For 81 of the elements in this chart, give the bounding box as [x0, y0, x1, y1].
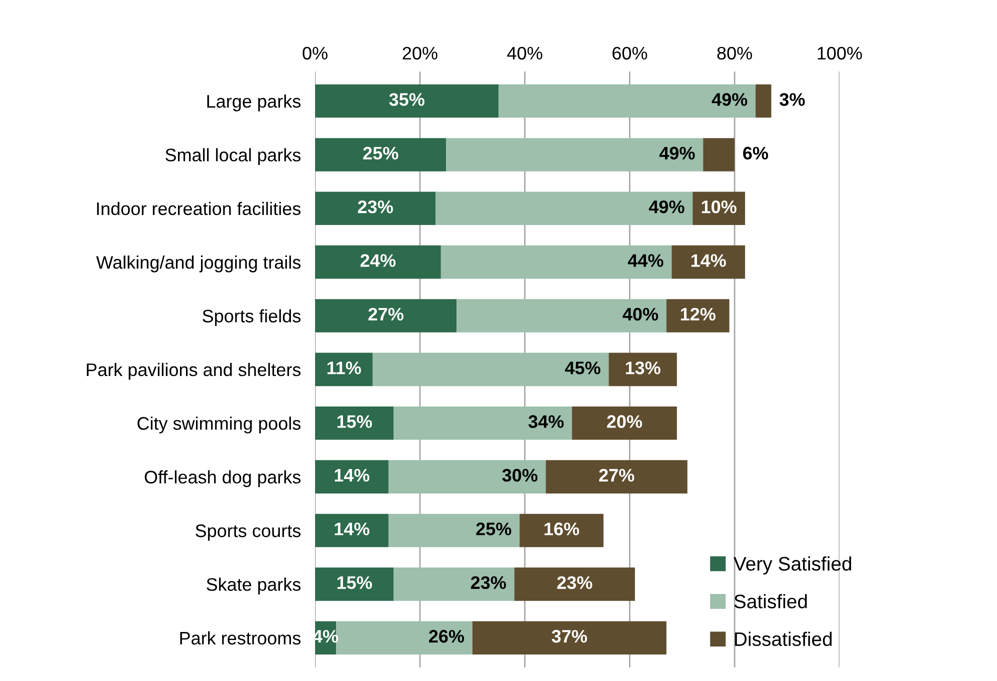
- x-tick-label: 20%: [402, 46, 438, 60]
- y-tick-label: Small local parks: [166, 148, 301, 165]
- data-label: 6%: [743, 146, 768, 160]
- y-tick-label: Sports fields: [202, 309, 301, 326]
- x-tick-label: 100%: [818, 46, 862, 60]
- data-label: 14%: [334, 468, 370, 482]
- bar: [315, 514, 388, 548]
- y-tick-label: Skate parks: [206, 578, 301, 594]
- bar: [520, 514, 604, 548]
- y-tick-label: Large parks: [207, 94, 301, 112]
- data-label: 13%: [626, 362, 660, 374]
- legend-label: Dissatisfied: [735, 632, 832, 646]
- data-label: 27%: [368, 308, 404, 321]
- data-label: 14%: [691, 254, 726, 267]
- bar: [394, 568, 514, 601]
- y-tick-label: Park pavilions and shelters: [86, 362, 301, 380]
- data-label: 15%: [337, 576, 372, 590]
- bar: [315, 192, 436, 226]
- bar: [572, 406, 677, 440]
- data-label: 14%: [334, 522, 370, 536]
- x-tick-label: 60%: [612, 46, 648, 60]
- bar: [372, 352, 609, 386]
- data-label: 49%: [712, 93, 748, 106]
- data-label: 12%: [680, 308, 716, 321]
- bar: [315, 460, 388, 494]
- legend-label: Satisfied: [734, 594, 807, 608]
- data-label: 15%: [337, 415, 372, 428]
- bar: [388, 460, 546, 494]
- y-tick-label: Walking/and jogging trails: [96, 256, 301, 272]
- x-tick-label: 0%: [302, 46, 328, 60]
- data-label: 35%: [389, 93, 424, 106]
- data-label: 23%: [358, 200, 393, 214]
- bar: [446, 138, 704, 172]
- y-tick-label: Park restrooms: [180, 631, 301, 645]
- data-label: 45%: [565, 362, 600, 374]
- x-tick-label: 40%: [507, 46, 542, 60]
- bar: [440, 245, 672, 279]
- legend-label: Very Satisfied: [734, 556, 852, 575]
- y-tick-label: Off-leash dog parks: [144, 470, 301, 488]
- data-label: 26%: [429, 630, 464, 643]
- y-tick-label: Indoor recreation facilities: [97, 202, 301, 216]
- data-label: 10%: [702, 200, 736, 214]
- y-tick-label: City swimming pools: [138, 416, 301, 434]
- bar: [514, 568, 635, 601]
- bar: [388, 514, 520, 548]
- data-label: 25%: [363, 146, 398, 160]
- data-label: 34%: [528, 415, 564, 428]
- bar: [498, 84, 756, 118]
- bar: [666, 299, 730, 332]
- bar: [394, 406, 572, 440]
- bar: [315, 245, 441, 279]
- bar: [315, 568, 394, 601]
- bar: [315, 299, 457, 332]
- data-label: 44%: [628, 254, 664, 267]
- data-label: 37%: [552, 630, 587, 643]
- data-label: 49%: [648, 200, 684, 214]
- data-label: 30%: [502, 468, 538, 482]
- bar: [315, 138, 446, 172]
- bar: [456, 299, 666, 332]
- bar: [472, 621, 666, 654]
- bar: [608, 352, 677, 386]
- bar: [756, 84, 772, 118]
- data-label: 23%: [470, 576, 506, 590]
- bar: [672, 245, 746, 279]
- bar: [315, 84, 499, 118]
- x-tick-label: 80%: [717, 46, 752, 60]
- data-label: 27%: [599, 468, 634, 482]
- data-label: 20%: [607, 415, 642, 428]
- bar: [546, 460, 688, 494]
- bar: [436, 192, 693, 226]
- data-label: 16%: [544, 522, 580, 536]
- data-label: 3%: [780, 93, 805, 106]
- data-label: 25%: [476, 522, 512, 536]
- bar: [315, 406, 394, 440]
- data-label: 11%: [327, 362, 361, 374]
- data-label: 40%: [622, 308, 658, 321]
- y-tick-label: Sports courts: [196, 524, 301, 541]
- bar: [703, 138, 735, 172]
- data-label: 49%: [659, 146, 695, 160]
- data-label: 24%: [360, 254, 396, 267]
- data-label: 23%: [557, 576, 592, 590]
